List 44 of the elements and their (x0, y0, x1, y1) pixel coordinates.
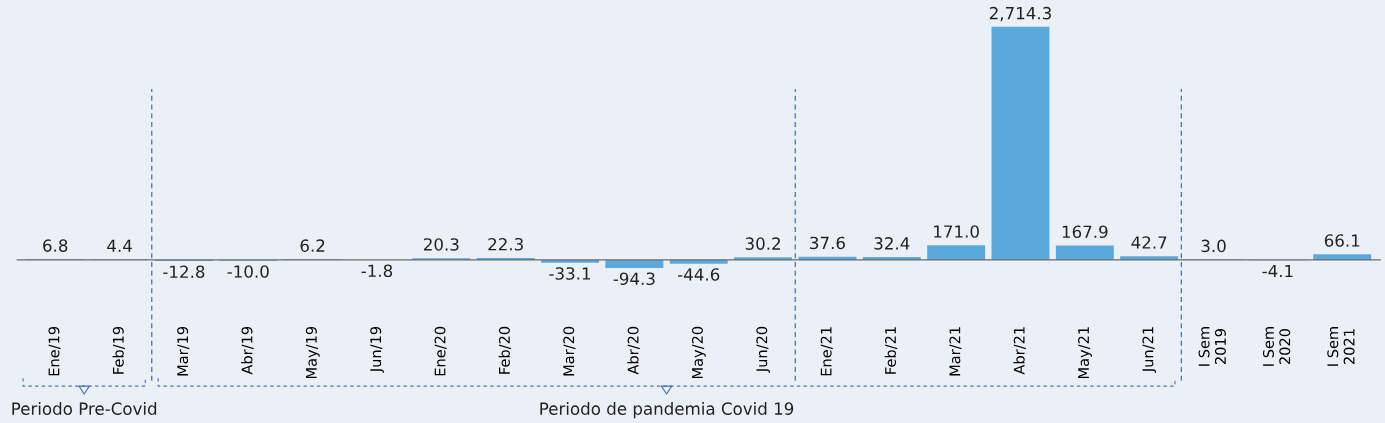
data-label: 20.3 (424, 238, 459, 251)
x-tick-label: Abr/20 (627, 326, 640, 375)
x-tick-label: Feb/20 (498, 326, 512, 374)
data-label: -1.8 (361, 264, 393, 278)
x-tick-label: May/21 (1078, 327, 1092, 379)
data-label: 6.8 (43, 239, 68, 252)
data-label: 167.9 (1062, 225, 1108, 239)
x-tick-label: Mar/21 (949, 327, 962, 376)
text: Periodo de pandemia Covid 19 (540, 402, 794, 419)
data-label: 37.6 (810, 236, 845, 250)
data-label: -10.0 (227, 265, 269, 278)
data-label: -33.1 (549, 267, 591, 280)
data-label: 2,714.3 (989, 6, 1051, 22)
x-tick-label: I Sem 2020 (1262, 327, 1291, 366)
x-tick-label: Feb/19 (112, 326, 125, 374)
data-label: -12.8 (163, 265, 205, 279)
x-tick-label: I Sem 2019 (1198, 327, 1226, 366)
x-tick-label: May/19 (305, 326, 320, 379)
x-tick-label: Abr/21 (1013, 327, 1026, 375)
x-tick-label: May/20 (691, 326, 706, 379)
x-tick-label: Ene/19 (48, 326, 61, 376)
data-label: 22.3 (488, 237, 523, 251)
data-label: 30.2 (745, 237, 780, 250)
data-label: 66.1 (1324, 234, 1360, 247)
data-label: 42.7 (1131, 236, 1167, 249)
data-label: 32.4 (874, 237, 910, 250)
data-label: 3.0 (1201, 239, 1226, 253)
data-label: -4.1 (1262, 264, 1293, 278)
x-tick-label: Jun/20 (756, 326, 771, 373)
x-tick-label: Ene/21 (820, 327, 833, 376)
x-tick-label: Mar/20 (563, 326, 576, 376)
x-tick-label: I Sem 2021 (1327, 327, 1355, 366)
x-tick-label: Jun/21 (1142, 327, 1157, 373)
x-tick-label: Jun/19 (370, 326, 384, 373)
data-label: -44.6 (677, 268, 720, 281)
data-label: 4.4 (107, 239, 132, 252)
data-label: -94.3 (613, 272, 655, 286)
text: Periodo Pre-Covid (12, 402, 157, 415)
x-tick-label: Mar/19 (177, 326, 190, 376)
data-label: 171.0 (934, 225, 979, 238)
x-tick-label: Ene/20 (434, 326, 447, 376)
x-tick-label: Feb/21 (884, 327, 898, 374)
data-label: 6.2 (300, 239, 325, 252)
x-tick-label: Abr/19 (241, 326, 254, 375)
